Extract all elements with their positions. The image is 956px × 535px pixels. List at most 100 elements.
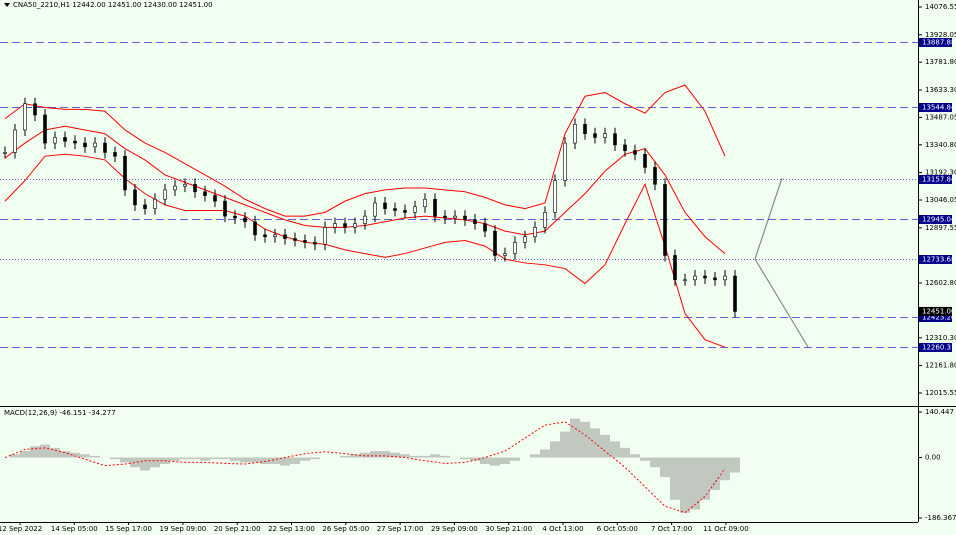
x-tick-label: 11 Oct 09:00 [703, 525, 749, 533]
candle [83, 142, 87, 148]
y-tick-label: 13633.30 [925, 86, 956, 94]
candle [163, 189, 167, 200]
candle [283, 234, 287, 239]
candle [463, 215, 467, 221]
candle [403, 210, 407, 213]
level-label-box [919, 38, 952, 47]
x-tick-label: 20 Sep 21:00 [214, 525, 261, 533]
level-label: 12423.20 [922, 314, 955, 322]
candle [53, 137, 57, 144]
level-label-box [919, 215, 952, 224]
candle [243, 217, 247, 223]
candle [583, 124, 587, 135]
candle [543, 212, 547, 228]
y-tick-label: 12015.55 [925, 389, 956, 397]
candle [113, 152, 117, 157]
projection-up [754, 177, 783, 260]
candle [603, 133, 607, 138]
candle [433, 198, 437, 217]
candle [133, 189, 137, 206]
macd-tick-label: -186.367 [925, 514, 956, 522]
candle [273, 234, 277, 238]
x-tick-label: 22 Sep 13:00 [268, 525, 315, 533]
candle [3, 152, 7, 154]
candle [213, 195, 217, 202]
candle [173, 185, 177, 191]
candle [643, 154, 647, 168]
projection-down [754, 258, 809, 348]
candle [183, 183, 187, 187]
candle [623, 144, 627, 151]
candle [313, 242, 317, 245]
candle [123, 155, 127, 191]
x-tick-label: 27 Sep 17:00 [377, 525, 424, 533]
candle [303, 240, 307, 243]
candle [533, 227, 537, 238]
chart-title: CNA50_2210,H1 12442.00 12451.00 12430.00… [13, 1, 213, 9]
x-tick-label: 14 Sep 05:00 [51, 525, 98, 533]
candle [33, 103, 37, 116]
candle [73, 140, 77, 144]
candle [613, 133, 617, 146]
level-label: 13887.88 [922, 39, 955, 47]
candle [653, 167, 657, 185]
candle [723, 275, 727, 281]
candle [203, 191, 207, 196]
level-label: 12733.68 [922, 256, 955, 264]
candle [733, 275, 737, 312]
candle [633, 150, 637, 155]
candle [23, 103, 27, 131]
candle [563, 142, 567, 181]
candle [333, 223, 337, 228]
candle [703, 275, 707, 279]
candle [233, 215, 237, 219]
level-label: 13544.84 [922, 104, 956, 112]
x-tick-label: 30 Sep 21:00 [485, 525, 532, 533]
candle [683, 279, 687, 282]
candle [343, 223, 347, 228]
candle [673, 255, 677, 281]
y-tick-label: 12602.80 [925, 279, 956, 287]
candle [103, 142, 107, 153]
y-tick-label: 13340.80 [925, 141, 956, 149]
macd-tick-label: 140.447 [925, 408, 954, 416]
level-label: 12945.04 [922, 216, 956, 224]
candle [503, 253, 507, 256]
current-price-label: 12451.00 [922, 307, 955, 315]
x-tick-label: 15 Sep 17:00 [105, 525, 152, 533]
level-label-box [919, 103, 952, 112]
candle [523, 236, 527, 243]
candle [223, 200, 227, 217]
y-tick-label: 12161.80 [925, 362, 956, 370]
menu-arrow[interactable] [4, 3, 10, 7]
x-tick-label: 26 Sep 05:00 [322, 525, 369, 533]
x-tick-label: 12 Sep 2022 [0, 525, 42, 533]
candle [573, 124, 577, 144]
candle [513, 242, 517, 254]
level-label-box [919, 313, 952, 322]
y-tick-label: 13192.30 [925, 169, 956, 177]
level-label-box [919, 255, 952, 264]
candle [553, 180, 557, 213]
candle [353, 223, 357, 228]
level-label: 12260.31 [922, 344, 955, 352]
candle [693, 275, 697, 281]
candle [193, 183, 197, 193]
candle [663, 183, 667, 256]
candle [393, 208, 397, 211]
level-label-box [919, 175, 952, 184]
y-tick-label: 13487.05 [925, 113, 956, 121]
candle [413, 206, 417, 213]
level-label: 13157.84 [922, 176, 956, 184]
candle [253, 221, 257, 236]
candle [43, 114, 47, 144]
candle [323, 227, 327, 245]
y-tick-label: 13781.80 [925, 58, 956, 66]
macd-title: MACD(12,26,9) -46.151 -34.277 [4, 409, 116, 417]
level-label-box [919, 343, 952, 352]
y-tick-label: 12310.30 [925, 334, 956, 342]
x-tick-label: 6 Oct 05:00 [597, 525, 638, 533]
y-tick-label: 13928.05 [925, 31, 956, 39]
